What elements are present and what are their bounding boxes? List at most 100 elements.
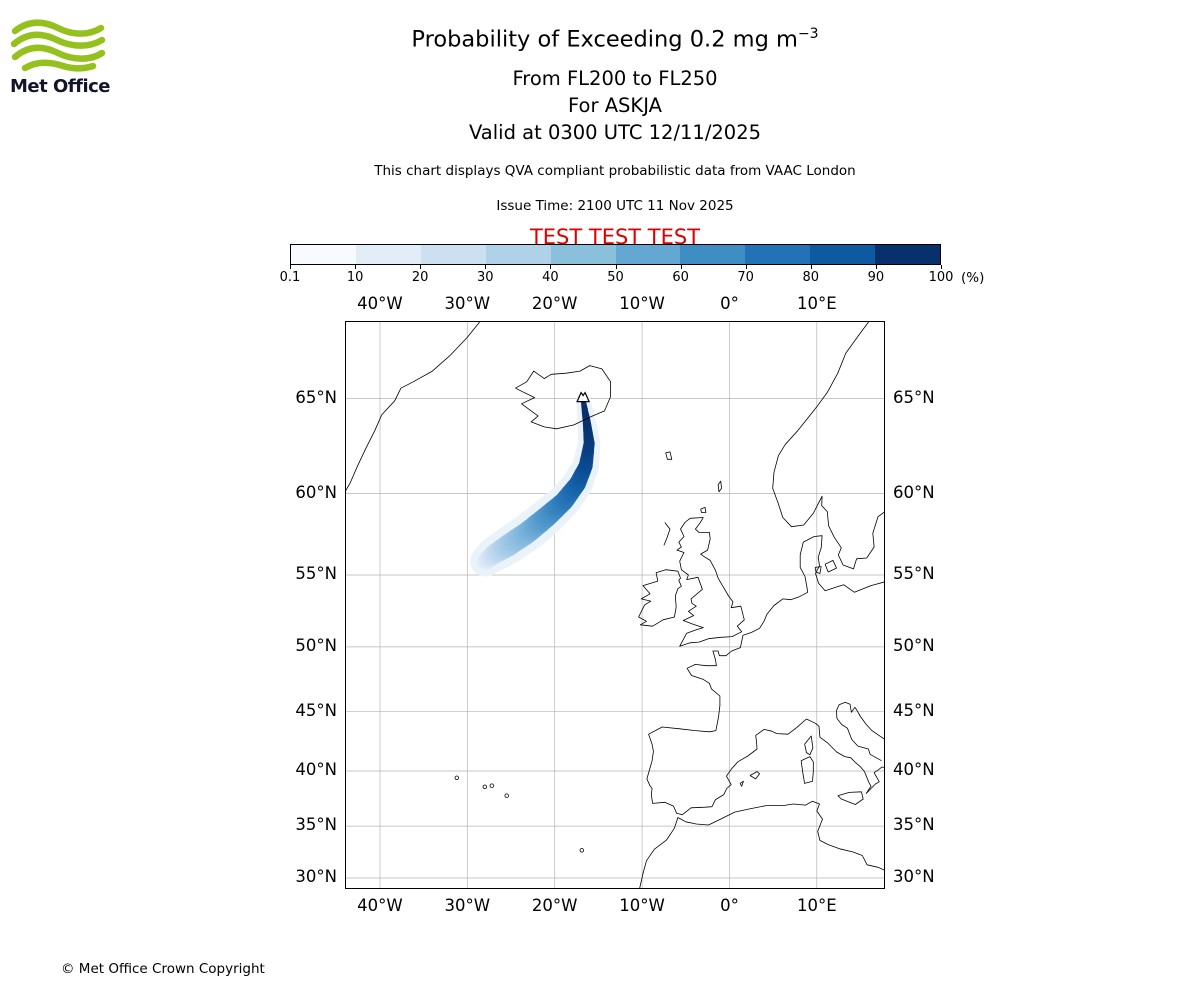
volcano-marker [576, 391, 591, 403]
coastline-path [824, 560, 837, 573]
lon-label-top: 10°E [797, 294, 837, 313]
colorbar-segment [810, 245, 876, 264]
colorbar-ticks [290, 265, 942, 269]
lon-label-bottom: 0° [720, 896, 739, 915]
island-dot [454, 775, 459, 780]
lon-label-top: 40°W [357, 294, 403, 313]
coastline-path [663, 522, 671, 546]
coastline-path [836, 701, 885, 762]
colorbar-tick-label: 30 [477, 270, 494, 285]
coastline-path [646, 535, 885, 816]
lon-label-bottom: 10°W [619, 896, 665, 915]
coastline-path [515, 365, 611, 430]
colorbar-tick-label: 20 [411, 270, 429, 285]
metoffice-logo: Met Office [10, 18, 120, 97]
colorbar-tick-label: 60 [672, 270, 689, 285]
coastline-path [717, 480, 722, 493]
lat-label-right: 55°N [893, 564, 935, 584]
lat-label-left: 55°N [295, 564, 337, 584]
island-dots [454, 775, 584, 853]
coastline-path [739, 780, 744, 787]
colorbar [290, 244, 941, 265]
logo-text: Met Office [10, 76, 111, 97]
lat-label-left: 50°N [295, 635, 337, 655]
colorbar-tick-label: 70 [737, 270, 754, 285]
lon-label-top: 30°W [444, 294, 491, 313]
colorbar-tick [941, 265, 942, 269]
colorbar-segment [615, 245, 681, 264]
colorbar-tick [550, 265, 552, 269]
colorbar-tick-label: 10 [346, 270, 364, 285]
island-dot [504, 793, 509, 798]
colorbar-tick-label: 40 [542, 270, 559, 285]
lon-label-top: 10°W [619, 294, 665, 313]
colorbar-segment [291, 245, 356, 264]
lat-label-right: 60°N [893, 482, 935, 502]
coastline-path [639, 800, 885, 889]
coastlines [345, 321, 885, 889]
colorbar-segment [875, 245, 941, 264]
map-grid [345, 321, 885, 889]
colorbar-labels: (%) 0.1 10 20 30 40 50 60 70 80 90 100 [280, 270, 985, 286]
lon-label-bottom: 40°W [357, 896, 403, 915]
lon-label-top: 20°W [531, 294, 578, 313]
subtitle-valid-time: Valid at 0300 UTC 12/11/2025 [468, 120, 762, 144]
colorbar-segment [745, 245, 811, 264]
page-title: Probability of Exceeding 0.2 mg m−3 [15, 26, 1200, 53]
island-dot [482, 784, 487, 789]
coastline-path [749, 771, 760, 780]
issue-time: Issue Time: 2100 UTC 11 Nov 2025 [496, 197, 734, 214]
lat-label-left: 30°N [295, 866, 337, 886]
lat-label-right: 65°N [893, 387, 935, 407]
colorbar-tick [745, 265, 747, 269]
colorbar-tick [810, 265, 812, 269]
coastline-path [665, 451, 673, 460]
footer-copyright: © Met Office Crown Copyright [61, 961, 265, 977]
colorbar-unit: (%) [961, 270, 985, 286]
coastline-path [800, 756, 814, 784]
coastline-path [837, 791, 864, 805]
coastline-path [772, 321, 885, 570]
lat-label-right: 40°N [893, 759, 935, 779]
lat-label-right: 35°N [893, 815, 935, 835]
lat-label-right: 50°N [893, 635, 935, 655]
lon-label-bottom: 20°W [531, 896, 578, 915]
colorbar-segment [550, 245, 616, 264]
island-dot [579, 848, 584, 853]
island-dot [489, 783, 494, 788]
subtitle-volcano: For ASKJA [568, 93, 662, 117]
title-text: Probability of Exceeding 0.2 mg m [411, 26, 798, 53]
title-superscript: −3 [797, 26, 819, 42]
colorbar-segment [355, 245, 421, 264]
lat-label-left: 45°N [295, 700, 337, 720]
lon-label-bottom: 10°E [797, 896, 837, 915]
colorbar-segment [485, 245, 551, 264]
coastline-path [345, 321, 481, 493]
qva-note: This chart displays QVA compliant probab… [374, 162, 856, 179]
colorbar-tick [485, 265, 487, 269]
colorbar-tick [875, 265, 877, 269]
colorbar-tick [355, 265, 357, 269]
colorbar-segment [680, 245, 746, 264]
lat-label-right: 30°N [893, 866, 935, 886]
coastline-path [638, 569, 682, 627]
map [345, 321, 885, 889]
colorbar-tick [420, 265, 422, 269]
coastline-path [814, 566, 822, 574]
coastline-path [804, 735, 814, 756]
colorbar-tick-label: 0.1 [279, 270, 301, 285]
logo-waves-icon [10, 19, 106, 72]
colorbar-tick [680, 265, 682, 269]
lat-label-left: 60°N [295, 482, 337, 502]
lat-label-left: 35°N [295, 815, 337, 835]
map-border [345, 321, 885, 889]
coastline-path [700, 507, 707, 513]
colorbar-tick-label: 90 [867, 270, 885, 285]
lat-label-left: 65°N [295, 387, 337, 407]
colorbar-tick-label: 80 [802, 270, 820, 285]
colorbar-tick-label: 50 [607, 270, 624, 285]
subtitle-flight-levels: From FL200 to FL250 [512, 66, 718, 90]
lat-label-left: 40°N [295, 759, 337, 779]
chart-header: Probability of Exceeding 0.2 mg m−3 From… [15, 26, 1200, 249]
